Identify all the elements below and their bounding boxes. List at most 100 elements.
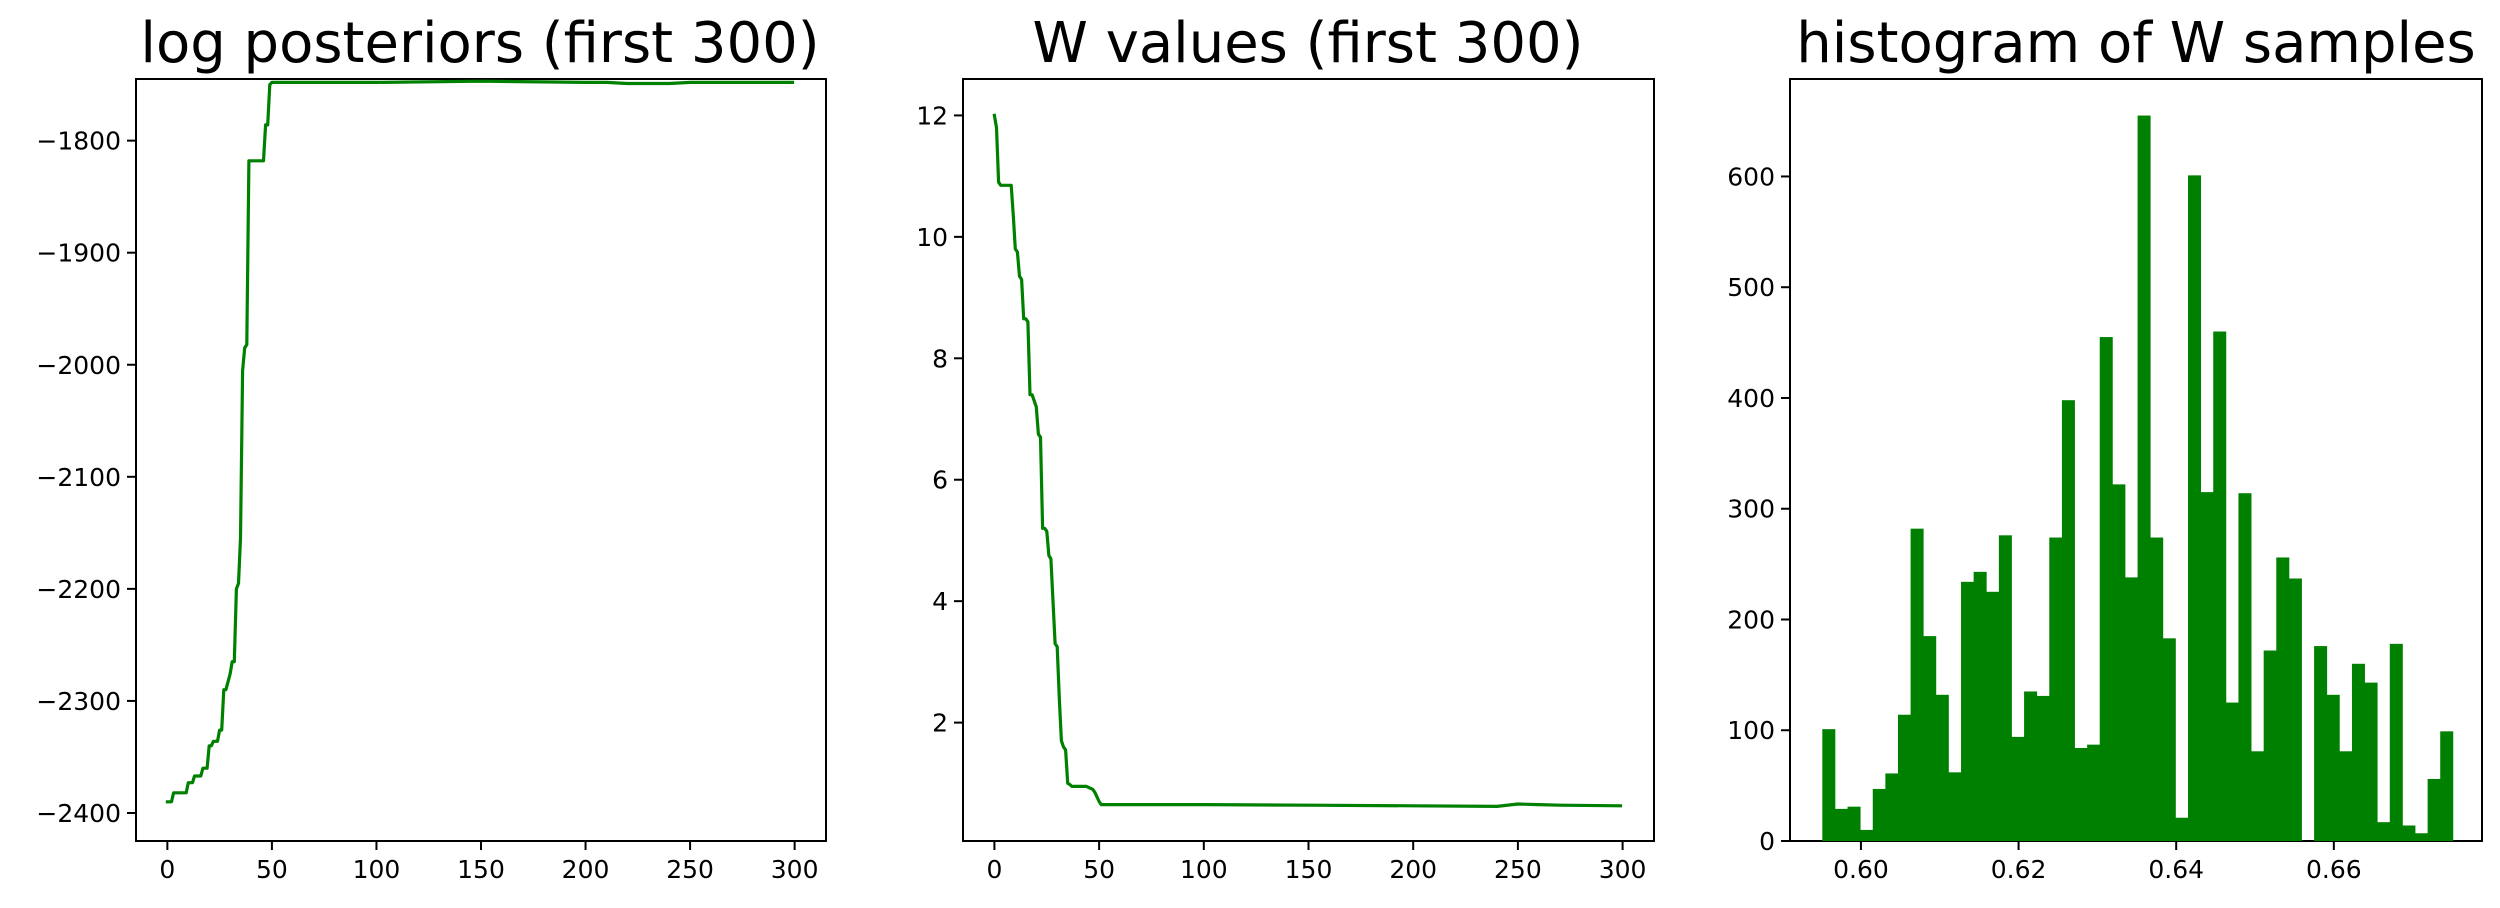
histogram-bar: [1885, 773, 1899, 841]
x-tick-label: 250: [1494, 855, 1542, 884]
histogram-bar: [2225, 702, 2239, 841]
histogram-bars-group: [1822, 115, 2454, 842]
y-tick-label: 400: [1727, 384, 1775, 413]
panel-histogram: histogram of W samples 0.60 0.62 0.64 0.66 …: [1727, 11, 2483, 884]
histogram-bar: [2137, 115, 2151, 842]
y-tick-label: −2100: [36, 463, 121, 492]
y-tick-label: 4: [932, 587, 948, 616]
histogram-bar: [2188, 175, 2202, 842]
series-line-group: [165, 79, 795, 804]
y-tick-label: 6: [932, 466, 948, 495]
histogram-bar: [1923, 636, 1937, 841]
series-line: [165, 79, 795, 804]
y-tick-label: −1900: [36, 239, 121, 268]
y-tick-label: 12: [916, 101, 948, 130]
histogram-bar: [2415, 833, 2429, 841]
series-line-group: [992, 113, 1623, 809]
histogram-bar: [2074, 747, 2088, 841]
x-tick-label: 50: [256, 855, 288, 884]
x-tick-label: 0: [986, 855, 1002, 884]
panel-w-values: W values (first 300) 0 50 100 150 200 250 300 …: [916, 11, 1655, 884]
y-tick-label: −2000: [36, 351, 121, 380]
histogram-bar: [2364, 682, 2378, 841]
histogram-bar: [2112, 484, 2126, 841]
y-tick-label: 200: [1727, 605, 1775, 634]
histogram-bar: [2351, 663, 2365, 841]
histogram-bar: [1973, 571, 1987, 841]
histogram-bar: [2251, 751, 2265, 841]
histogram-bar: [1998, 535, 2012, 841]
histogram-bar: [2175, 817, 2189, 841]
histogram-bar: [2213, 331, 2227, 841]
histogram-bar: [2326, 694, 2340, 841]
y-tick-label: 500: [1727, 273, 1775, 302]
histogram-bar: [1834, 808, 1848, 841]
x-tick-label: 0: [159, 855, 175, 884]
y-tick-label: 100: [1727, 716, 1775, 745]
histogram-bar: [2011, 736, 2025, 841]
histogram-bar: [2440, 731, 2454, 841]
histogram-bar: [1872, 788, 1886, 841]
y-tick-label: 8: [932, 344, 948, 373]
histogram-bar: [1910, 528, 1924, 841]
x-tick-label: 0.60: [1833, 855, 1889, 884]
x-tick-label: 0.64: [2148, 855, 2204, 884]
y-tick-label: 2: [932, 709, 948, 738]
x-tick-label: 200: [562, 855, 610, 884]
histogram-bar: [1948, 772, 1962, 841]
x-tick-label: 150: [1285, 855, 1333, 884]
histogram-bar: [2087, 744, 2101, 841]
histogram-bar: [2339, 751, 2353, 841]
histogram-bar: [2377, 822, 2391, 841]
histogram-bar: [2024, 691, 2038, 841]
series-line: [992, 113, 1623, 809]
histogram-bar: [1822, 729, 1836, 841]
y-axis: −2400 −2300 −2200 −2100 −2000 −1900 −1800: [36, 127, 136, 828]
y-tick-label: −2400: [36, 799, 121, 828]
x-tick-label: 100: [353, 855, 401, 884]
x-tick-label: 50: [1083, 855, 1115, 884]
histogram-bar: [1961, 581, 1975, 841]
histogram-bar: [2036, 695, 2050, 841]
histogram-bar: [2263, 650, 2277, 841]
histogram-bar: [2238, 493, 2252, 841]
histogram-bar: [1860, 829, 1874, 841]
histogram-bar: [2427, 778, 2441, 841]
x-tick-label: 200: [1389, 855, 1437, 884]
y-tick-label: 0: [1759, 827, 1775, 856]
histogram-bar: [1897, 714, 1911, 841]
x-tick-label: 300: [1599, 855, 1647, 884]
panel-title: W values (first 300): [1033, 11, 1584, 76]
histogram-bar: [2314, 646, 2328, 841]
histogram-bar: [2099, 337, 2113, 841]
y-axis: 0 100 200 300 400 500 600: [1727, 162, 1790, 856]
plot-area: [135, 78, 827, 842]
histogram-bar: [2061, 400, 2075, 841]
x-tick-label: 300: [771, 855, 819, 884]
x-axis: 0.60 0.62 0.64 0.66: [1833, 841, 2362, 884]
histogram-bar: [2288, 578, 2302, 841]
y-tick-label: −2200: [36, 575, 121, 604]
histogram-bar: [1935, 694, 1949, 841]
x-tick-label: 0.66: [2306, 855, 2362, 884]
panel-title: histogram of W samples: [1796, 11, 2475, 76]
panel-log-posteriors: log posteriors (first 300) 0 50 100 150 200 2…: [36, 11, 827, 884]
histogram-bar: [2276, 557, 2290, 841]
x-tick-label: 150: [457, 855, 505, 884]
histogram-bar: [2124, 577, 2138, 841]
histogram-bar: [2200, 492, 2214, 841]
y-tick-label: −2300: [36, 687, 121, 716]
histogram-bar: [2389, 643, 2403, 841]
histogram-bar: [2150, 537, 2164, 841]
x-tick-label: 250: [666, 855, 714, 884]
histogram-bar: [2162, 638, 2176, 841]
y-axis: 2 4 6 8 10 12: [916, 101, 963, 738]
histogram-bar: [1986, 591, 2000, 841]
histogram-bar: [2402, 825, 2416, 841]
y-tick-label: 300: [1727, 495, 1775, 524]
panel-title: log posteriors (first 300): [140, 11, 819, 76]
x-tick-label: 0.62: [1991, 855, 2047, 884]
y-tick-label: −1800: [36, 127, 121, 156]
